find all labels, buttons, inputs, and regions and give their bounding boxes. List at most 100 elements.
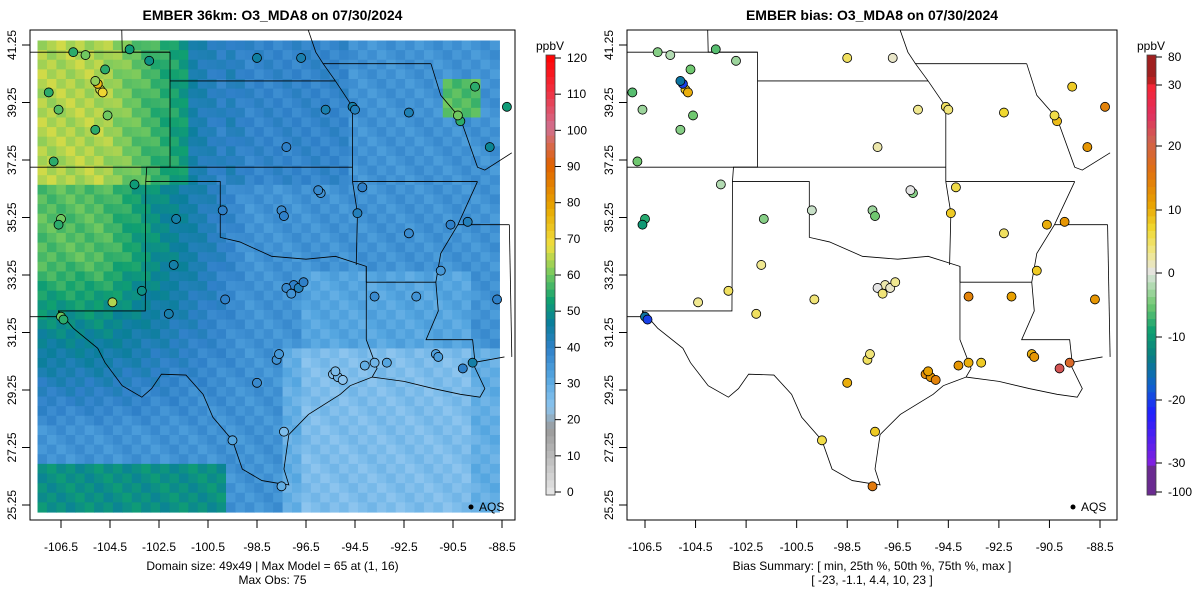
model-grid-cell — [301, 204, 312, 215]
model-grid-cell — [414, 329, 425, 340]
model-grid-cell — [131, 117, 142, 128]
model-grid-cell — [433, 502, 444, 513]
model-grid-cell — [471, 107, 482, 119]
model-grid-cell — [112, 386, 123, 398]
model-grid-cell — [216, 69, 227, 80]
model-grid-cell — [414, 194, 425, 205]
model-grid-cell — [376, 290, 387, 301]
model-grid-cell — [131, 502, 142, 513]
model-grid-cell — [226, 386, 237, 398]
model-grid-cell — [37, 261, 48, 273]
model-grid-cell — [433, 98, 444, 109]
model-grid-cell — [292, 69, 303, 80]
model-grid-cell — [395, 454, 406, 465]
model-grid-cell — [94, 492, 105, 503]
model-grid-cell — [414, 492, 425, 503]
model-grid-cell — [263, 88, 274, 99]
model-grid-cell — [292, 59, 303, 70]
model-grid-cell — [292, 290, 303, 301]
model-grid-cell — [405, 435, 416, 446]
model-grid-cell — [348, 463, 359, 475]
model-grid-cell — [178, 88, 189, 99]
model-grid-cell — [131, 223, 142, 234]
model-grid-cell — [254, 271, 265, 282]
model-grid-cell — [160, 127, 171, 138]
model-grid-cell — [414, 502, 425, 513]
model-grid-cell — [292, 232, 303, 244]
model-grid-cell — [160, 358, 171, 369]
model-grid-cell — [263, 146, 274, 157]
model-grid-cell — [65, 175, 76, 186]
model-grid-cell — [112, 338, 123, 350]
model-grid-cell — [226, 454, 237, 465]
model-grid-cell — [442, 300, 453, 311]
model-grid-cell — [216, 367, 227, 378]
model-grid-cell — [471, 261, 482, 273]
model-grid-cell — [329, 377, 340, 388]
model-grid-cell — [160, 184, 171, 196]
aqs-station-marker — [144, 55, 155, 66]
aqs-station-marker — [97, 87, 108, 98]
model-grid-cell — [75, 377, 86, 388]
model-grid-cell — [254, 463, 265, 475]
model-grid-cell — [292, 271, 303, 282]
model-grid-cell — [405, 444, 416, 455]
model-grid-cell — [141, 213, 152, 224]
model-grid-cell — [386, 69, 397, 80]
model-grid-cell — [320, 367, 331, 378]
model-grid-cell — [423, 127, 434, 138]
model-grid-cell — [461, 78, 472, 90]
model-grid-cell — [103, 59, 114, 70]
model-grid-cell — [216, 444, 227, 455]
model-grid-cell — [244, 348, 255, 359]
model-grid-cell — [357, 348, 368, 359]
model-grid-cell — [273, 338, 284, 350]
model-grid-cell — [329, 358, 340, 369]
model-grid-cell — [405, 319, 416, 330]
colorbar-swatch — [546, 84, 555, 93]
state-border — [425, 282, 476, 363]
model-grid-cell — [244, 50, 255, 61]
model-grid-cell — [452, 59, 463, 70]
model-grid-cell — [160, 290, 171, 301]
model-grid-cell — [405, 271, 416, 282]
model-grid-cell — [471, 271, 482, 282]
colorbar-swatch — [546, 304, 555, 313]
model-grid-cell — [178, 232, 189, 244]
model-grid-cell — [226, 155, 237, 167]
model-grid-cell — [301, 78, 312, 90]
model-grid-cell — [103, 261, 114, 273]
model-grid-cell — [423, 406, 434, 417]
model-grid-cell — [122, 213, 133, 224]
model-grid-cell — [367, 165, 378, 176]
model-grid-cell — [301, 136, 312, 147]
model-grid-cell — [357, 213, 368, 224]
model-grid-cell — [207, 155, 218, 167]
model-grid-cell — [75, 127, 86, 138]
colorbar-tick-label: 10 — [1168, 203, 1182, 217]
model-grid-cell — [489, 184, 500, 196]
aqs-station-marker — [930, 375, 941, 385]
model-grid-cell — [254, 502, 265, 513]
model-grid-cell — [65, 155, 76, 167]
model-grid-cell — [395, 271, 406, 282]
model-grid-cell — [141, 473, 152, 484]
model-grid-cell — [197, 155, 208, 167]
model-grid-cell — [480, 492, 491, 503]
model-grid-cell — [442, 107, 453, 119]
model-grid-cell — [84, 175, 95, 186]
model-grid-cell — [56, 117, 67, 128]
colorbar-swatch — [1147, 238, 1156, 247]
model-grid-cell — [301, 232, 312, 244]
colorbar-swatch — [546, 436, 555, 445]
model-grid-cell — [263, 223, 274, 234]
model-grid-cell — [197, 98, 208, 109]
model-grid-cell — [452, 204, 463, 215]
model-grid-cell — [433, 136, 444, 147]
model-grid-cell — [226, 59, 237, 70]
model-grid-cell — [131, 463, 142, 475]
model-grid-cell — [461, 165, 472, 176]
model-grid-cell — [65, 232, 76, 244]
model-grid-cell — [254, 213, 265, 224]
